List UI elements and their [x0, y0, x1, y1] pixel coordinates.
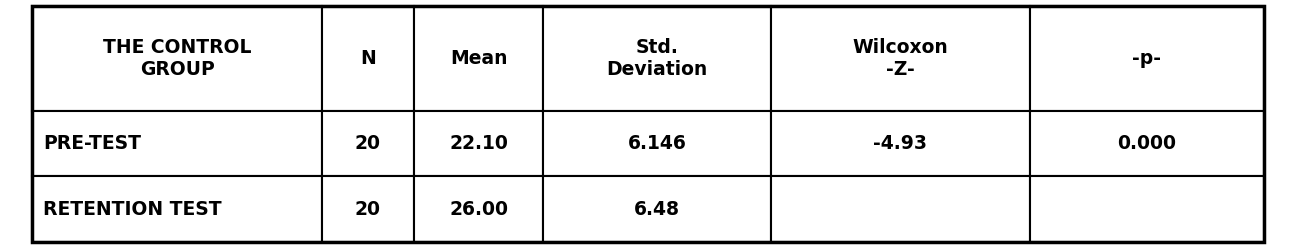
Bar — [321, 111, 413, 176]
Text: RETENTION TEST: RETENTION TEST — [43, 200, 222, 218]
Text: Std.
Deviation: Std. Deviation — [607, 38, 708, 80]
Bar — [32, 111, 321, 176]
Text: 6.146: 6.146 — [627, 134, 687, 153]
Bar — [543, 176, 771, 242]
Bar — [771, 176, 1029, 242]
Text: 22.10: 22.10 — [450, 134, 508, 153]
Bar — [1029, 111, 1264, 176]
Bar — [413, 6, 543, 111]
Bar — [413, 111, 543, 176]
Text: 20: 20 — [355, 134, 381, 153]
Text: 26.00: 26.00 — [450, 200, 508, 218]
Bar — [771, 6, 1029, 111]
Bar — [543, 111, 771, 176]
Bar — [32, 6, 321, 111]
Bar — [413, 176, 543, 242]
Bar — [32, 176, 321, 242]
Bar — [771, 111, 1029, 176]
Bar — [321, 176, 413, 242]
Text: 20: 20 — [355, 200, 381, 218]
Bar — [1029, 176, 1264, 242]
Text: THE CONTROL
GROUP: THE CONTROL GROUP — [102, 38, 251, 80]
Bar — [1029, 6, 1264, 111]
Text: PRE-TEST: PRE-TEST — [43, 134, 141, 153]
Bar — [321, 6, 413, 111]
Text: -4.93: -4.93 — [874, 134, 928, 153]
Text: -p-: -p- — [1133, 49, 1161, 68]
Text: 0.000: 0.000 — [1117, 134, 1177, 153]
Text: Mean: Mean — [450, 49, 508, 68]
Text: Wilcoxon
-Z-: Wilcoxon -Z- — [853, 38, 949, 80]
Text: 6.48: 6.48 — [634, 200, 680, 218]
Text: N: N — [360, 49, 376, 68]
Bar — [543, 6, 771, 111]
